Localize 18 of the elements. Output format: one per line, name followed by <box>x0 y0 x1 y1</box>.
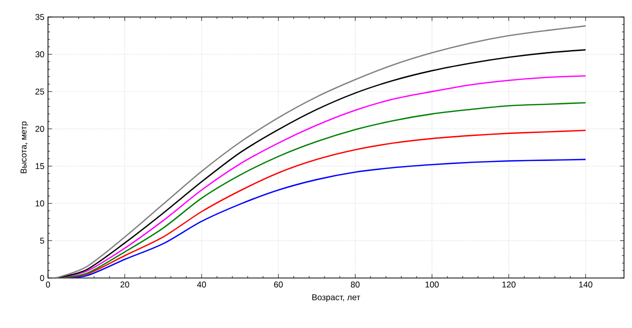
y-tick-label: 30 <box>35 51 44 58</box>
x-tick-label: 60 <box>274 282 283 288</box>
y-tick-label: 5 <box>40 238 44 244</box>
x-tick-label: 100 <box>426 282 439 288</box>
y-tick-label: 35 <box>35 14 44 20</box>
x-axis-title: Возраст, лет <box>312 294 360 302</box>
y-tick-label: 15 <box>36 163 44 170</box>
y-tick-label: 10 <box>36 200 44 206</box>
y-tick-label: 25 <box>35 88 44 95</box>
y-tick-label: 0 <box>40 275 44 281</box>
x-tick-label: 40 <box>197 282 206 288</box>
y-axis-title: Высота, метр <box>20 122 28 174</box>
x-tick-label: 20 <box>120 282 130 288</box>
x-tick-label: 140 <box>579 282 592 288</box>
x-tick-label: 0 <box>46 282 50 288</box>
y-tick-label: 20 <box>35 126 44 132</box>
x-tick-label: 120 <box>502 282 516 288</box>
x-tick-label: 80 <box>350 282 360 288</box>
